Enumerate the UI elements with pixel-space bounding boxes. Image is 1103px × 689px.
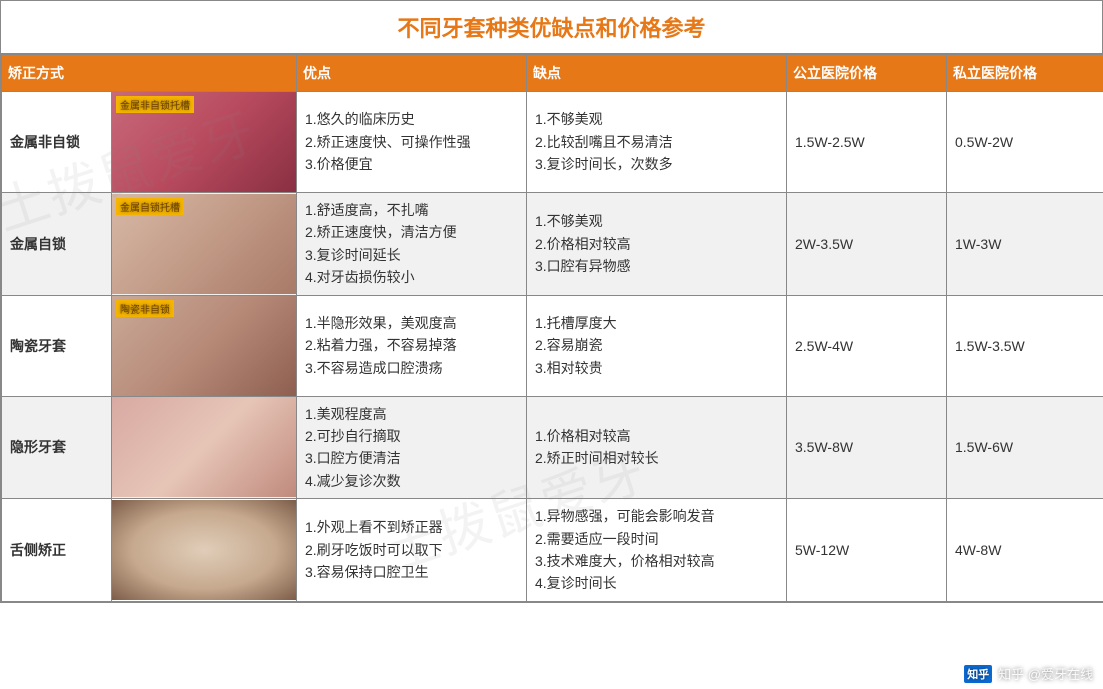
braces-image-placeholder: 陶瓷非自锁 — [112, 296, 296, 396]
method-image-cell: 金属自锁托槽 — [112, 193, 297, 296]
method-image-cell — [112, 396, 297, 499]
public-price-cell: 1.5W-2.5W — [787, 92, 947, 193]
public-price-cell: 2W-3.5W — [787, 193, 947, 296]
pros-cell: 1.舒适度高，不扎嘴 2.矫正速度快，清洁方便 3.复诊时间延长 4.对牙齿损伤… — [297, 193, 527, 296]
public-price-cell: 5W-12W — [787, 499, 947, 602]
table-row: 陶瓷牙套陶瓷非自锁 1.半隐形效果，美观度高 2.粘着力强，不容易掉落 3.不容易… — [2, 295, 1103, 396]
private-price-cell: 1.5W-6W — [947, 396, 1103, 499]
private-price-cell: 1.5W-3.5W — [947, 295, 1103, 396]
header-row: 矫正方式 优点 缺点 公立医院价格 私立医院价格 — [2, 55, 1103, 92]
header-pros: 优点 — [297, 55, 527, 92]
public-price-cell: 2.5W-4W — [787, 295, 947, 396]
cons-cell: 1.不够美观 2.比较刮嘴且不易清洁 3.复诊时间长，次数多 — [527, 92, 787, 193]
private-price-cell: 4W-8W — [947, 499, 1103, 602]
table-row: 隐形牙套1.美观程度高 2.可抄自行摘取 3.口腔方便清洁 4.减少复诊次数1.… — [2, 396, 1103, 499]
braces-image-placeholder: 金属自锁托槽 — [112, 194, 296, 294]
cons-cell: 1.托槽厚度大 2.容易崩瓷 3.相对较贵 — [527, 295, 787, 396]
table-row: 舌侧矫正 1.外观上看不到矫正器 2.刷牙吃饭时可以取下 3.容易保持口腔卫生1.… — [2, 499, 1103, 602]
method-image-cell: 金属非自锁托槽 — [112, 92, 297, 193]
image-label: 陶瓷非自锁 — [116, 300, 174, 317]
braces-table: 矫正方式 优点 缺点 公立医院价格 私立医院价格 金属非自锁金属非自锁托槽 1.悠… — [1, 54, 1103, 602]
header-public-price: 公立医院价格 — [787, 55, 947, 92]
method-name: 金属非自锁 — [2, 92, 112, 193]
method-image-cell — [112, 499, 297, 602]
method-name: 舌侧矫正 — [2, 499, 112, 602]
comparison-table-container: 不同牙套种类优缺点和价格参考 矫正方式 优点 缺点 公立医院价格 私立医院价格 … — [0, 0, 1103, 603]
method-name: 隐形牙套 — [2, 396, 112, 499]
credit-text: 知乎 @爱牙在线 — [998, 664, 1093, 683]
pros-cell: 1.美观程度高 2.可抄自行摘取 3.口腔方便清洁 4.减少复诊次数 — [297, 396, 527, 499]
public-price-cell: 3.5W-8W — [787, 396, 947, 499]
cons-cell: 1.异物感强，可能会影响发音 2.需要适应一段时间 3.技术难度大，价格相对较高… — [527, 499, 787, 602]
source-credit: 知乎 知乎 @爱牙在线 — [964, 664, 1093, 683]
private-price-cell: 0.5W-2W — [947, 92, 1103, 193]
table-row: 金属非自锁金属非自锁托槽 1.悠久的临床历史 2.矫正速度快、可操作性强 3.价格… — [2, 92, 1103, 193]
method-name: 金属自锁 — [2, 193, 112, 296]
table-row: 金属自锁金属自锁托槽 1.舒适度高，不扎嘴 2.矫正速度快，清洁方便 3.复诊时间… — [2, 193, 1103, 296]
image-label: 金属非自锁托槽 — [116, 96, 194, 113]
pros-cell: 1.半隐形效果，美观度高 2.粘着力强，不容易掉落 3.不容易造成口腔溃疡 — [297, 295, 527, 396]
cons-cell: 1.不够美观 2.价格相对较高 3.口腔有异物感 — [527, 193, 787, 296]
braces-image-placeholder — [112, 500, 296, 600]
image-label: 金属自锁托槽 — [116, 198, 184, 215]
pros-cell: 1.悠久的临床历史 2.矫正速度快、可操作性强 3.价格便宜 — [297, 92, 527, 193]
braces-image-placeholder — [112, 397, 296, 497]
header-cons: 缺点 — [527, 55, 787, 92]
method-image-cell: 陶瓷非自锁 — [112, 295, 297, 396]
header-method: 矫正方式 — [2, 55, 297, 92]
header-private-price: 私立医院价格 — [947, 55, 1103, 92]
private-price-cell: 1W-3W — [947, 193, 1103, 296]
method-name: 陶瓷牙套 — [2, 295, 112, 396]
zhihu-icon: 知乎 — [964, 665, 992, 683]
page-title: 不同牙套种类优缺点和价格参考 — [1, 1, 1102, 54]
cons-cell: 1.价格相对较高 2.矫正时间相对较长 — [527, 396, 787, 499]
braces-image-placeholder: 金属非自锁托槽 — [112, 92, 296, 192]
pros-cell: 1.外观上看不到矫正器 2.刷牙吃饭时可以取下 3.容易保持口腔卫生 — [297, 499, 527, 602]
